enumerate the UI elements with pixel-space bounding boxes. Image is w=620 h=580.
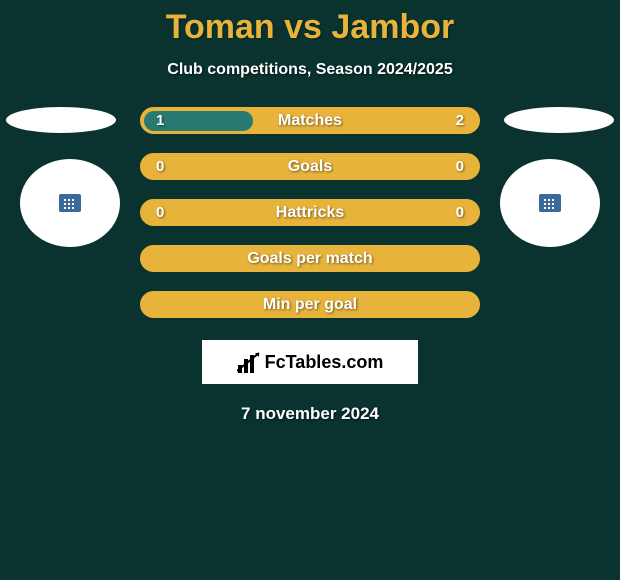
stats-bars: 1 Matches 2 0 Goals 0 0 Hattricks 0 Goals per mat… [140, 107, 480, 318]
stat-left-value: 1 [156, 112, 164, 129]
stat-label: Goals [288, 158, 332, 176]
page-subtitle: Club competitions, Season 2024/2025 [0, 61, 620, 79]
stat-right-value: 0 [456, 204, 464, 221]
stat-left-value: 0 [156, 158, 164, 175]
page-title: Toman vs Jambor [0, 8, 620, 47]
content-area: 1 Matches 2 0 Goals 0 0 Hattricks 0 Goals per mat… [0, 107, 620, 424]
page-root: Toman vs Jambor Club competitions, Seaso… [0, 0, 620, 580]
stat-bar: Goals per match [140, 245, 480, 272]
logo-text: FcTables.com [265, 352, 384, 373]
logo-box: FcTables.com [202, 340, 418, 384]
stat-label: Min per goal [263, 296, 357, 314]
club-right-badge [539, 194, 561, 212]
stat-right-value: 0 [456, 158, 464, 175]
stat-label: Hattricks [276, 204, 344, 222]
club-left-ellipse [20, 159, 120, 247]
stat-label: Goals per match [247, 250, 372, 268]
stat-bar: 0 Hattricks 0 [140, 199, 480, 226]
stat-left-value: 0 [156, 204, 164, 221]
stat-bar: Min per goal [140, 291, 480, 318]
date-label: 7 november 2024 [0, 404, 620, 424]
stat-right-value: 2 [456, 112, 464, 129]
club-right-ellipse [500, 159, 600, 247]
stat-bar: 0 Goals 0 [140, 153, 480, 180]
player-left-ellipse [6, 107, 116, 133]
stat-label: Matches [278, 112, 342, 130]
stat-bar: 1 Matches 2 [140, 107, 480, 134]
fctables-bars-icon [237, 351, 261, 373]
club-left-badge [59, 194, 81, 212]
player-right-ellipse [504, 107, 614, 133]
